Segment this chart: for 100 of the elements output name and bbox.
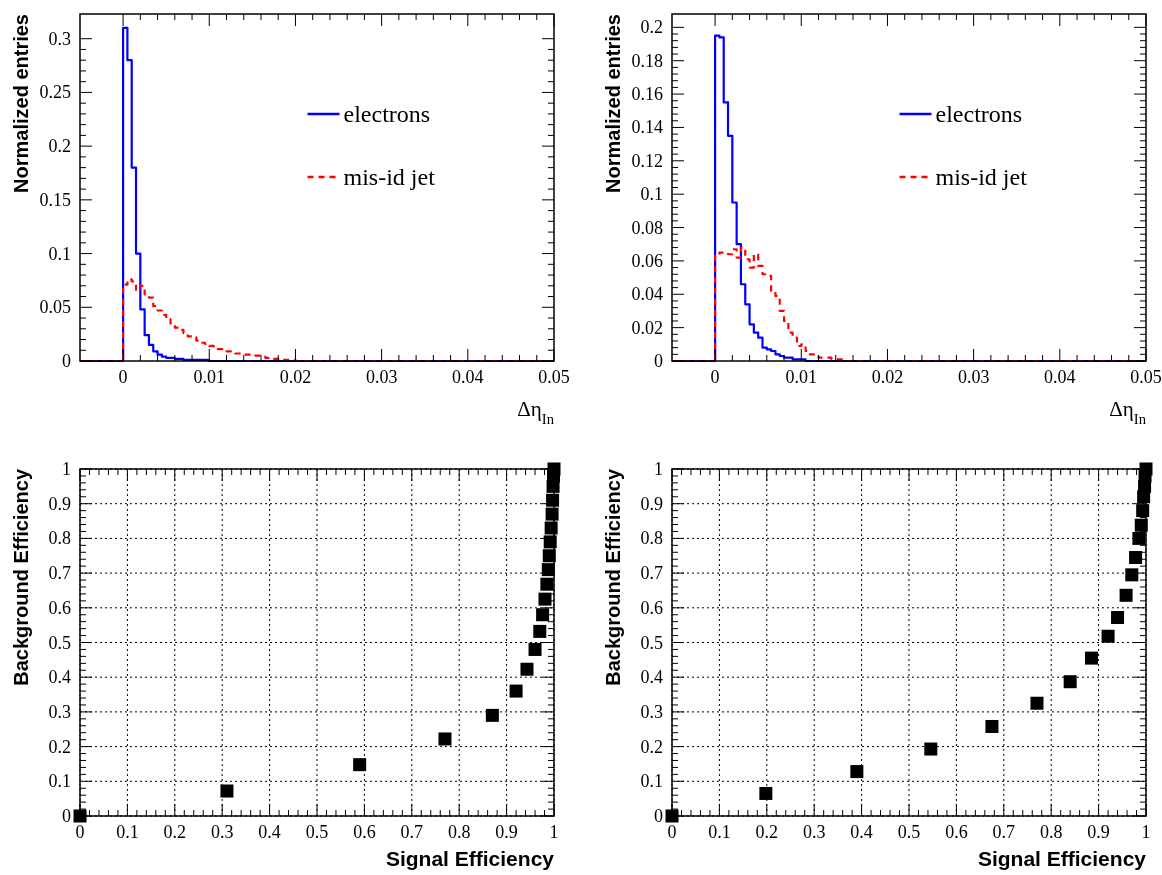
point (1084, 651, 1098, 665)
x-tick-label: 0.1 (708, 822, 731, 842)
point (528, 642, 542, 656)
x-tick-label: 0 (118, 367, 128, 387)
point (1030, 696, 1044, 710)
y-tick-label: 0.5 (640, 632, 663, 653)
y-tick-label: 0.2 (640, 736, 663, 757)
y-tick-label: 0.16 (631, 84, 663, 105)
y-tick-label: 0.2 (48, 736, 71, 757)
x-tick-label: 0.2 (163, 822, 187, 842)
y-tick-label: 0.02 (631, 317, 663, 338)
x-tick-label: 0.03 (957, 367, 990, 387)
y-tick-label: 0.25 (39, 82, 71, 103)
x-tick-label: 0.9 (495, 822, 518, 842)
x-tick-label: 0.9 (1087, 822, 1110, 842)
x-tick-label: 0.05 (1130, 367, 1162, 387)
y-tick-label: 0.3 (640, 701, 663, 722)
point (538, 592, 552, 606)
x-tick-label: 0.2 (755, 822, 779, 842)
x-tick-label: 0.03 (365, 367, 398, 387)
y-tick-label: 0.8 (640, 528, 663, 549)
x-tick-label: 0.01 (785, 367, 818, 387)
x-tick-label: 0.7 (992, 822, 1016, 842)
legend-label: mis-id jet (935, 164, 1028, 190)
y-tick-label: 0 (654, 351, 663, 371)
y-tick-label: 0.7 (640, 563, 663, 584)
y-tick-label: 0.3 (48, 701, 71, 722)
x-tick-label: 0.8 (447, 822, 471, 842)
point (759, 786, 773, 800)
y-tick-label: 0.1 (640, 771, 663, 792)
x-tick-label: 0.05 (538, 367, 570, 387)
legend-label: electrons (935, 101, 1023, 127)
y-tick-label: 0.5 (48, 632, 71, 653)
y-tick-label: 0 (62, 351, 71, 371)
x-axis-title: Signal Efficiency (385, 847, 555, 870)
x-axis-title: Δη$_{In}$ (1109, 397, 1147, 427)
point (1132, 531, 1146, 545)
x-tick-label: 0.6 (945, 822, 968, 842)
point (353, 758, 367, 772)
point (509, 684, 523, 698)
point (520, 662, 534, 676)
y-tick-label: 1 (62, 459, 71, 479)
x-tick-label: 0.8 (1039, 822, 1063, 842)
y-axis-title: Normalized entries (602, 14, 624, 193)
y-tick-label: 0.14 (631, 117, 663, 138)
y-tick-label: 0.4 (48, 667, 71, 688)
x-tick-label: 1 (549, 822, 559, 842)
x-tick-label: 0.4 (850, 822, 873, 842)
point (1125, 568, 1139, 582)
x-tick-label: 0.3 (210, 822, 234, 842)
point (985, 719, 999, 733)
point (485, 708, 499, 722)
y-tick-label: 0.4 (640, 667, 663, 688)
point (850, 765, 864, 779)
x-tick-label: 1 (1141, 822, 1151, 842)
x-tick-label: 0.5 (305, 822, 329, 842)
y-tick-label: 0.3 (48, 28, 71, 49)
x-tick-label: 0.01 (193, 367, 226, 387)
point (1111, 611, 1125, 625)
y-tick-label: 0.9 (48, 493, 71, 514)
y-axis-title: Background Efficiency (602, 468, 624, 686)
y-tick-label: 0.7 (48, 563, 71, 584)
y-tick-label: 0.05 (39, 297, 71, 318)
point (220, 784, 234, 798)
y-tick-label: 0.06 (631, 250, 663, 271)
x-tick-label: 0.7 (400, 822, 424, 842)
x-tick-label: 0 (710, 367, 720, 387)
x-tick-label: 0.02 (871, 367, 904, 387)
y-tick-label: 0.1 (640, 184, 663, 205)
y-tick-label: 1 (654, 459, 663, 479)
y-tick-label: 0.6 (640, 597, 663, 618)
y-tick-label: 0.2 (640, 17, 663, 38)
y-tick-label: 0.1 (48, 771, 71, 792)
x-tick-label: 0.4 (258, 822, 281, 842)
x-tick-label: 0.5 (897, 822, 921, 842)
y-tick-label: 0 (654, 806, 663, 826)
x-tick-label: 0.6 (353, 822, 376, 842)
y-tick-label: 0.12 (631, 150, 663, 171)
y-tick-label: 0.9 (640, 493, 663, 514)
x-tick-label: 0.02 (279, 367, 312, 387)
y-tick-label: 0 (62, 806, 71, 826)
point (536, 608, 550, 622)
y-tick-label: 0.2 (48, 136, 71, 157)
y-tick-label: 0.08 (631, 217, 663, 238)
y-axis-title: Background Efficiency (10, 468, 32, 686)
y-tick-label: 0.1 (48, 243, 71, 264)
x-tick-label: 0.1 (116, 822, 139, 842)
point (1129, 550, 1143, 564)
legend-label: mis-id jet (343, 164, 436, 190)
x-tick-label: 0.04 (452, 367, 484, 387)
x-axis-title: Δη$_{In}$ (517, 397, 555, 427)
point (1063, 675, 1077, 689)
x-tick-label: 0.3 (802, 822, 826, 842)
point (438, 732, 452, 746)
y-axis-title: Normalized entries (10, 14, 32, 193)
point (533, 624, 547, 638)
point (1119, 588, 1133, 602)
x-axis-title: Signal Efficiency (977, 847, 1147, 870)
x-tick-label: 0 (75, 822, 85, 842)
point (924, 742, 938, 756)
